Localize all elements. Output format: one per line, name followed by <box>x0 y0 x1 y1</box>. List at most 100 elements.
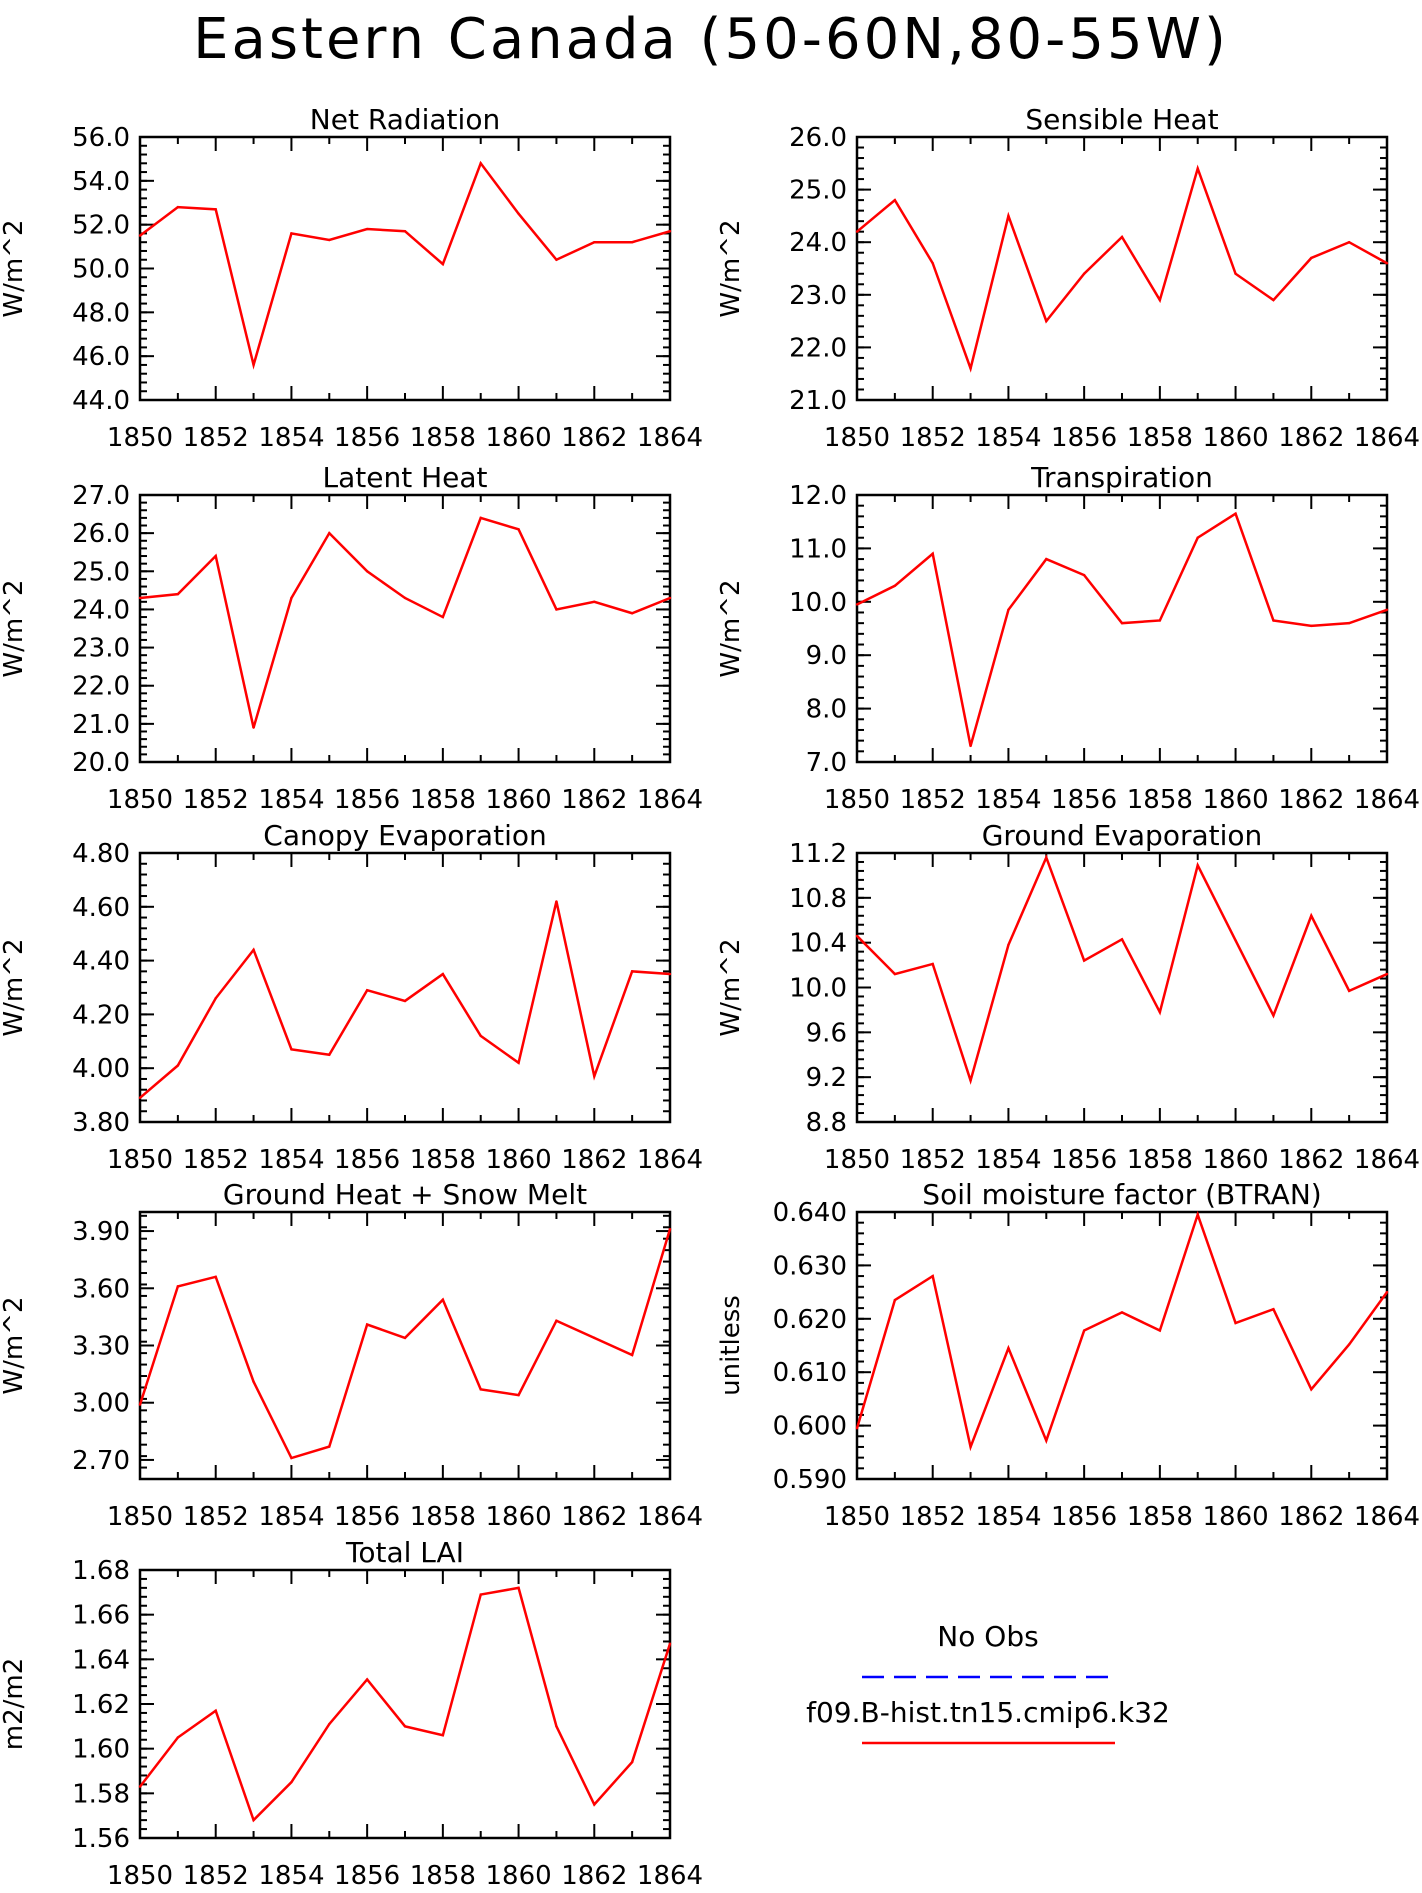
x-tick-label: 1858 <box>1127 423 1193 453</box>
y-tick-label: 8.8 <box>806 1108 847 1138</box>
data-point <box>1007 214 1010 218</box>
panel-title: Net Radiation <box>310 103 500 136</box>
x-tick-label: 1864 <box>637 1861 703 1891</box>
data-point <box>1385 608 1389 612</box>
y-axis-label: W/m^2 <box>716 938 746 1036</box>
x-tick-label: 1852 <box>900 423 966 453</box>
data-point <box>630 241 634 244</box>
data-point <box>252 948 255 952</box>
data-point <box>441 1734 445 1737</box>
plot-frame <box>138 851 672 1124</box>
data-point <box>403 230 407 233</box>
x-tick-label: 1854 <box>258 1861 324 1891</box>
x-tick-label: 1852 <box>183 1145 249 1175</box>
x-tick-label: 1854 <box>975 423 1041 453</box>
chart-panel-6: 1850 1852 1854 1856 1858 1860 1862 1864 8.8 9.2 9.… <box>716 819 1420 1175</box>
data-point <box>403 1725 407 1728</box>
y-tick-label: 10.0 <box>789 974 847 1004</box>
data-point <box>176 1736 180 1739</box>
y-tick-label: 9.2 <box>806 1063 847 1093</box>
x-tick-label: 1864 <box>1354 785 1420 815</box>
series-line <box>856 164 1388 373</box>
data-point <box>290 596 293 600</box>
y-tick-label: 0.600 <box>773 1412 847 1442</box>
data-point <box>517 528 520 531</box>
y-tick-label: 9.6 <box>806 1018 847 1048</box>
data-point <box>893 1298 897 1302</box>
data-point <box>593 1803 596 1806</box>
y-tick-label: 24.0 <box>72 595 130 625</box>
data-point <box>969 367 972 370</box>
data-point <box>403 999 407 1003</box>
data-point <box>252 726 255 729</box>
y-tick-label: 0.630 <box>773 1251 847 1281</box>
data-point <box>893 198 897 202</box>
x-tick-label: 1858 <box>410 1861 476 1891</box>
y-tick-label: 0.610 <box>773 1358 847 1388</box>
chart-panel-7: 1850 1852 1854 1856 1858 1860 1862 1864 2.70 3.00… <box>0 1178 703 1532</box>
data-point <box>1158 1329 1162 1332</box>
x-tick-label: 1864 <box>637 785 703 815</box>
y-tick-label: 21.0 <box>789 386 847 416</box>
data-point <box>1310 914 1313 917</box>
data-point <box>517 1061 520 1065</box>
x-tick-label: 1864 <box>1354 1145 1420 1175</box>
x-tick-label: 1860 <box>1202 423 1268 453</box>
x-tick-label: 1860 <box>485 1502 551 1532</box>
data-point <box>1310 1388 1313 1391</box>
data-point <box>931 962 934 966</box>
x-tick-label: 1862 <box>1278 1145 1344 1175</box>
x-tick-label: 1850 <box>107 1861 173 1891</box>
series-line <box>138 1228 672 1460</box>
data-point <box>555 608 558 611</box>
data-point <box>1082 272 1086 275</box>
data-point <box>855 603 859 606</box>
y-tick-label: 4.00 <box>72 1054 130 1084</box>
x-tick-label: 1862 <box>561 785 627 815</box>
panel-title: Canopy Evaporation <box>263 819 546 852</box>
data-point <box>1272 298 1275 302</box>
data-point <box>365 988 369 992</box>
data-point <box>593 600 596 603</box>
data-point <box>593 1336 596 1340</box>
data-point <box>1120 621 1124 625</box>
x-tick-label: 1856 <box>334 1861 400 1891</box>
x-tick-label: 1860 <box>1202 1502 1268 1532</box>
plot-frame <box>855 1210 1389 1481</box>
data-point <box>328 1053 331 1056</box>
data-point <box>893 972 897 976</box>
y-tick-label: 8.0 <box>806 695 847 725</box>
plot-frame <box>138 1210 672 1481</box>
x-tick-label: 1858 <box>410 785 476 815</box>
x-tick-label: 1854 <box>258 785 324 815</box>
y-tick-label: 1.60 <box>72 1735 130 1765</box>
data-point <box>855 230 859 233</box>
chart-panels: 1850 1852 1854 1856 1858 1860 1862 1864 44.0 46.0… <box>0 103 1420 1891</box>
x-tick-label: 1852 <box>183 1861 249 1891</box>
y-tick-label: 4.20 <box>72 1000 130 1030</box>
x-tick-label: 1858 <box>410 1145 476 1175</box>
page-title: Eastern Canada (50-60N,80-55W) <box>193 7 1229 72</box>
y-tick-label: 46.0 <box>72 342 130 372</box>
y-tick-label: 21.0 <box>72 710 130 740</box>
data-point <box>593 241 596 244</box>
data-point <box>1158 298 1162 302</box>
data-point <box>1347 989 1351 993</box>
data-point <box>252 363 255 367</box>
x-tick-label: 1860 <box>485 1861 551 1891</box>
data-point <box>365 227 369 231</box>
y-tick-label: 44.0 <box>72 386 130 416</box>
y-tick-label: 0.640 <box>773 1198 847 1228</box>
data-point <box>668 1642 672 1645</box>
data-point <box>555 1319 558 1322</box>
y-tick-label: 4.80 <box>72 839 130 869</box>
data-point <box>630 970 634 973</box>
x-tick-label: 1850 <box>824 423 890 453</box>
data-point <box>668 596 672 600</box>
x-tick-label: 1852 <box>183 1502 249 1532</box>
data-point <box>252 1380 255 1383</box>
data-point <box>1347 621 1351 625</box>
data-point <box>593 1075 596 1078</box>
x-tick-label: 1864 <box>637 423 703 453</box>
data-point <box>441 262 445 266</box>
